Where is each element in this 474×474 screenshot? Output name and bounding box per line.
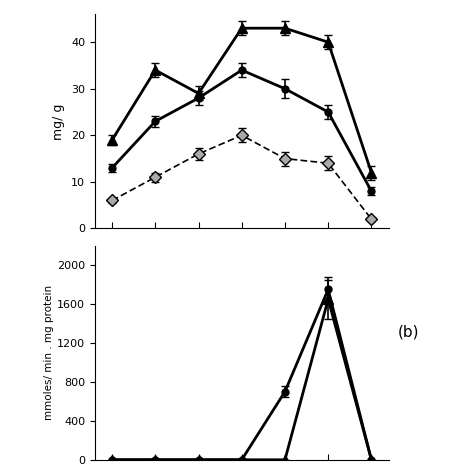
Y-axis label: mg/ g: mg/ g xyxy=(53,103,65,139)
Y-axis label: mmoles/ min . mg protein: mmoles/ min . mg protein xyxy=(44,285,54,420)
Text: (b): (b) xyxy=(398,324,419,339)
